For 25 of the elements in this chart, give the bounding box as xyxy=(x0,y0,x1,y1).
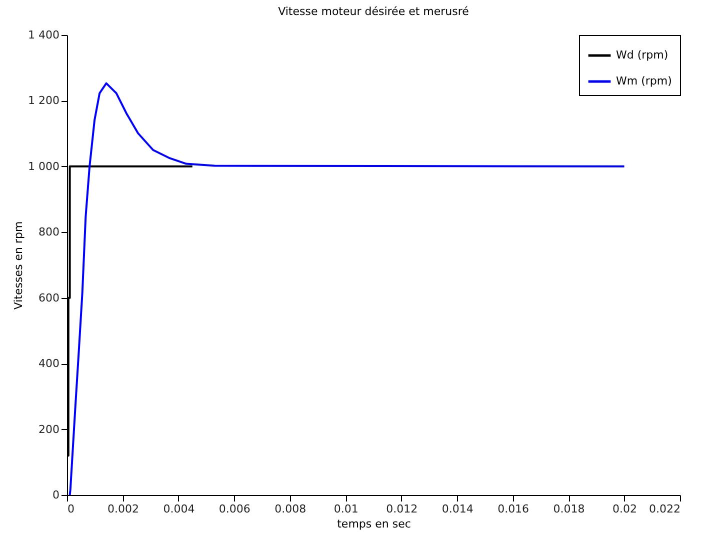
y-tick-label: 600 xyxy=(38,291,60,304)
x-tick-label: 0.016 xyxy=(498,502,530,516)
x-tick-label: 0.01 xyxy=(334,502,358,516)
y-tick-label: 1 000 xyxy=(28,160,60,173)
x-tick-label: 0.022 xyxy=(649,502,680,516)
x-tick-label: 0.008 xyxy=(274,502,306,516)
y-tick-label: 400 xyxy=(38,357,60,370)
x-tick-label: 0.012 xyxy=(386,502,418,516)
y-tick-label: 800 xyxy=(38,226,60,239)
y-tick-label: 1 200 xyxy=(28,94,60,108)
x-tick-label: 0.02 xyxy=(612,502,638,516)
legend-label: Wd (rpm) xyxy=(616,48,668,62)
x-axis-title: temps en sec xyxy=(337,518,411,530)
x-tick-label: 0.018 xyxy=(553,502,585,516)
y-axis-title: Vitesses en rpm xyxy=(12,221,26,310)
y-tick-label: 0 xyxy=(52,488,60,502)
x-tick-label: 0.002 xyxy=(107,502,139,516)
x-tick-label: 0 xyxy=(68,502,74,516)
y-tick-label: 1 400 xyxy=(28,28,60,42)
legend-label: Wm (rpm) xyxy=(616,74,672,88)
x-tick-label: 0.004 xyxy=(163,502,195,516)
y-tick-label: 200 xyxy=(38,422,60,436)
x-tick-label: 0.006 xyxy=(218,502,250,516)
x-tick-label: 0.014 xyxy=(442,502,474,516)
chart-title: Vitesse moteur désirée et merusré xyxy=(278,5,470,18)
